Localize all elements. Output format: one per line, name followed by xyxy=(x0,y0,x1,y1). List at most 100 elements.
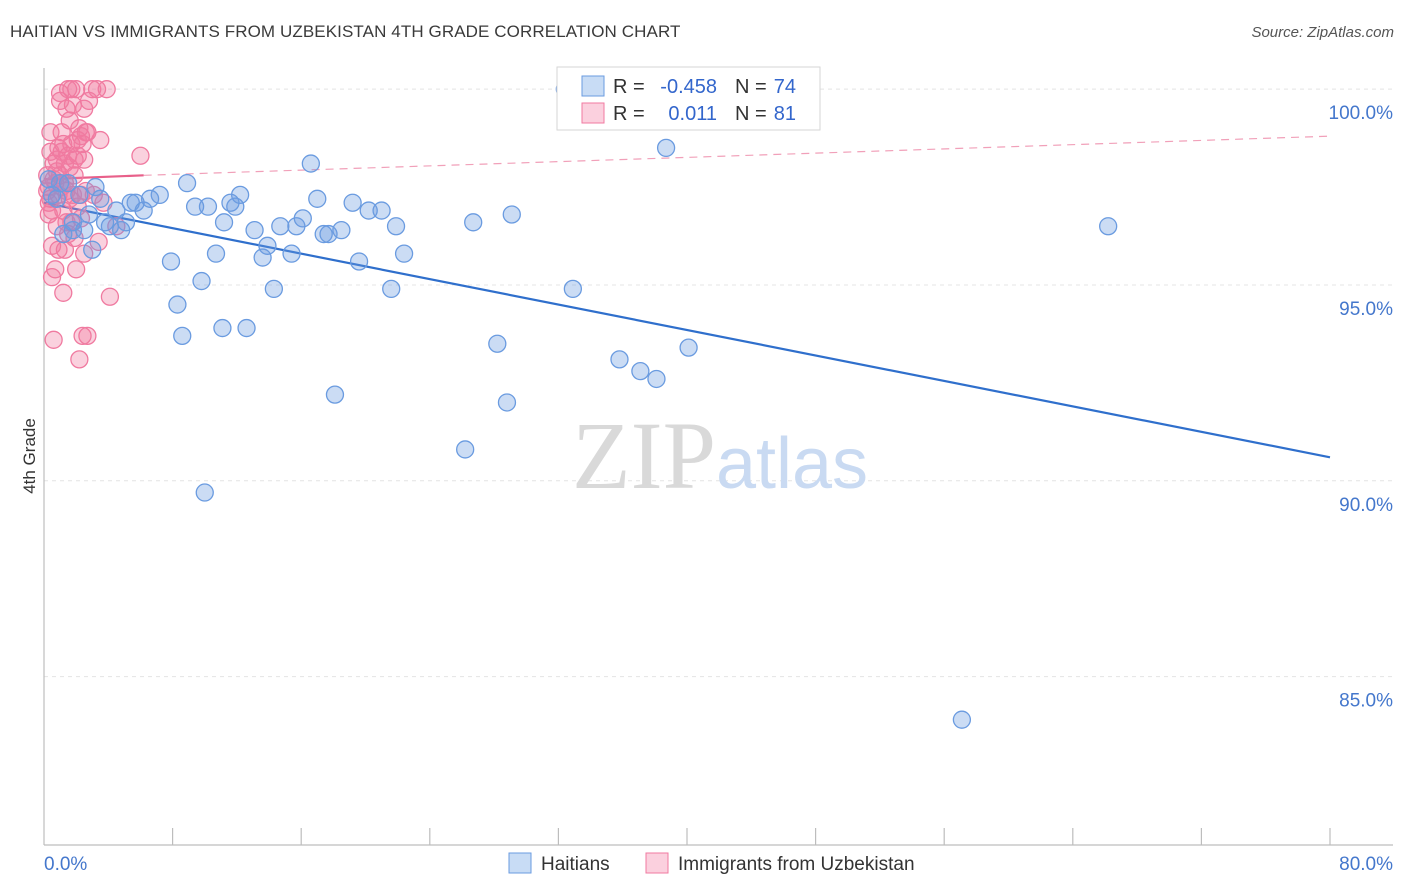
y-tick-label: 90.0% xyxy=(1339,495,1393,516)
stats-swatch-uzbekistan xyxy=(581,102,605,124)
point-haitian xyxy=(237,318,256,338)
point-haitian xyxy=(150,185,169,205)
point-haitian xyxy=(47,189,67,208)
point-haitian xyxy=(372,201,391,220)
point-haitian xyxy=(301,154,320,173)
point-uzbekistan xyxy=(78,326,97,346)
point-haitian xyxy=(563,279,583,299)
watermark: ZIPatlas xyxy=(572,402,868,509)
point-haitian xyxy=(679,338,698,357)
point-haitian xyxy=(952,710,972,729)
point-haitian xyxy=(245,220,264,240)
point-uzbekistan xyxy=(70,350,89,369)
point-haitian xyxy=(63,220,83,240)
point-haitian xyxy=(206,244,226,263)
point-haitian xyxy=(79,205,99,224)
point-haitian xyxy=(161,252,181,271)
point-haitian xyxy=(185,197,205,216)
point-haitian xyxy=(91,189,110,208)
point-haitian xyxy=(230,185,250,205)
point-haitian xyxy=(386,217,406,236)
point-haitian xyxy=(308,189,327,208)
point-haitian xyxy=(83,240,102,259)
point-haitian xyxy=(343,193,362,212)
point-haitian xyxy=(214,213,234,232)
point-uzbekistan xyxy=(55,240,75,259)
point-haitian xyxy=(325,385,345,404)
point-haitian xyxy=(39,170,58,189)
point-haitian xyxy=(140,189,160,208)
legend-label-haitians: Haitians xyxy=(541,854,610,875)
point-uzbekistan xyxy=(62,80,81,99)
point-uzbekistan xyxy=(67,80,86,99)
x-axis-ticks xyxy=(172,828,1331,845)
point-haitian xyxy=(464,213,483,232)
point-haitian xyxy=(173,326,192,346)
stats-swatch-haitians xyxy=(581,75,605,97)
point-uzbekistan xyxy=(54,283,73,302)
point-haitian xyxy=(359,201,378,220)
point-uzbekistan xyxy=(60,158,79,177)
point-haitian xyxy=(314,224,333,244)
point-haitian xyxy=(86,177,105,197)
point-uzbekistan xyxy=(83,80,102,99)
legend-swatch-uzbekistan xyxy=(645,852,669,874)
stats-r-value-haitians: -0.458 xyxy=(660,76,717,98)
legend-swatch-haitians xyxy=(508,852,532,874)
stats-r-label-haitians: R = xyxy=(613,76,645,98)
point-uzbekistan xyxy=(73,134,92,154)
point-haitian xyxy=(70,185,89,205)
points-haitians xyxy=(39,80,1118,729)
chart-title: HAITIAN VS IMMIGRANTS FROM UZBEKISTAN 4T… xyxy=(10,22,681,41)
point-haitian xyxy=(349,252,369,271)
point-haitian xyxy=(258,236,277,255)
point-haitian xyxy=(198,197,218,216)
stats-r-value-uzbekistan: 0.011 xyxy=(668,103,717,125)
point-uzbekistan xyxy=(44,330,63,349)
stats-box: R = -0.458 N = 74 R = 0.011 N = 81 xyxy=(556,66,821,131)
point-uzbekistan xyxy=(46,260,65,279)
point-haitian xyxy=(54,224,73,244)
point-haitian xyxy=(264,279,284,299)
y-axis-title: 4th Grade xyxy=(20,418,39,494)
point-haitian xyxy=(332,220,351,240)
point-haitian xyxy=(293,209,312,228)
point-haitian xyxy=(282,244,301,263)
point-haitian xyxy=(610,350,629,369)
point-haitian xyxy=(647,369,666,389)
point-haitian xyxy=(631,361,650,381)
point-haitian xyxy=(116,213,136,232)
point-haitian xyxy=(107,201,126,220)
legend-label-uzbekistan: Immigrants from Uzbekistan xyxy=(678,854,915,875)
point-haitian xyxy=(456,440,475,459)
point-haitian xyxy=(192,271,211,291)
chart-source: Source: ZipAtlas.com xyxy=(1251,24,1394,41)
point-haitian xyxy=(497,393,517,412)
point-uzbekistan xyxy=(73,326,92,346)
point-haitian xyxy=(382,279,401,299)
y-tick-label: 95.0% xyxy=(1339,299,1393,320)
point-haitian xyxy=(134,201,153,220)
point-uzbekistan xyxy=(67,260,86,279)
stats-n-value-uzbekistan: 81 xyxy=(774,103,796,125)
point-uzbekistan xyxy=(131,146,150,165)
point-uzbekistan xyxy=(100,287,120,306)
x-tick-label-max: 80.0% xyxy=(1339,854,1393,875)
x-tick-label-min: 0.0% xyxy=(44,854,87,875)
y-tick-labels: 85.0% 90.0% 95.0% 100.0% xyxy=(1329,103,1394,711)
trend-line-uzbekistan-extension xyxy=(143,135,1331,176)
stats-n-value-haitians: 74 xyxy=(774,76,796,98)
point-uzbekistan xyxy=(54,134,73,154)
point-haitian xyxy=(394,244,414,263)
y-tick-label: 100.0% xyxy=(1329,103,1394,124)
point-haitian xyxy=(656,138,676,158)
point-haitian xyxy=(271,217,290,236)
point-haitian xyxy=(168,295,187,314)
stats-n-label-haitians: N = xyxy=(735,76,767,98)
point-haitian xyxy=(226,197,245,216)
point-haitian xyxy=(488,334,507,353)
point-haitian xyxy=(1099,217,1118,236)
point-haitian xyxy=(213,318,232,338)
point-uzbekistan xyxy=(97,80,116,99)
